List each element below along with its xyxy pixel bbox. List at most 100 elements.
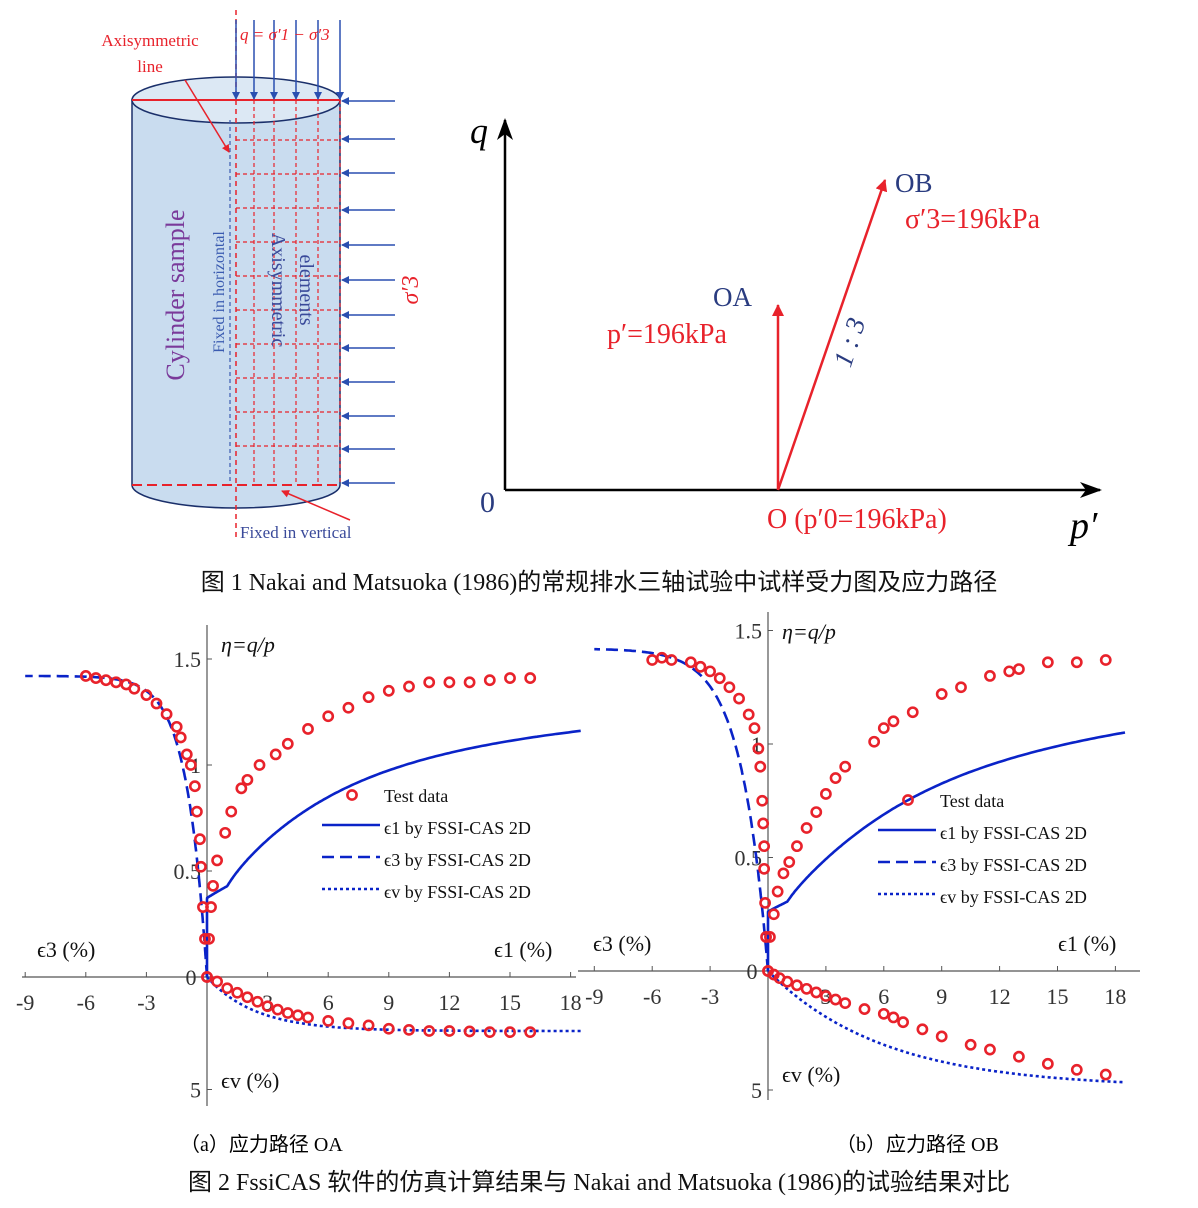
elements-label-1: Axisymmetric <box>267 233 289 348</box>
test-point-epsilonv <box>504 1026 516 1039</box>
x-tick-label: 15 <box>1047 984 1069 1009</box>
legend-label: ϵ1 by FSSI-CAS 2D <box>384 818 531 838</box>
test-point-epsilonv <box>261 1000 274 1013</box>
test-point-epsilonv <box>302 1011 314 1024</box>
y-tick-label: 5 <box>190 1078 201 1103</box>
test-point-epsilonv <box>483 1026 496 1039</box>
test-point-eta-epsilon1 <box>219 826 232 839</box>
test-point-eta-epsilon3 <box>713 672 726 685</box>
test-point-epsilonv <box>382 1022 395 1035</box>
ob-condition-label: σ′3=196kPa <box>905 204 1041 235</box>
test-point-eta-epsilon1 <box>203 932 215 945</box>
test-point-eta-epsilon1 <box>800 822 813 834</box>
test-point-eta-epsilon3 <box>723 681 736 694</box>
x-tick-label: -6 <box>77 990 95 1015</box>
test-point-eta-epsilon1 <box>1070 656 1083 669</box>
test-point-eta-epsilon1 <box>839 760 852 773</box>
axisym-line-label-2: line <box>137 57 163 76</box>
epsilonv-axis-label: ϵv (%) <box>782 1062 840 1087</box>
test-point-eta-epsilon3 <box>684 656 697 669</box>
test-point-eta-epsilon1 <box>791 840 803 853</box>
eta-axis-label: η=q/p <box>782 619 836 644</box>
test-point-eta-epsilon3 <box>646 654 659 666</box>
test-point-epsilonv <box>935 1030 948 1043</box>
axisym-line-label-1: Axisymmetric <box>101 31 199 50</box>
test-point-epsilonv <box>800 982 813 995</box>
eta-axis-label: η=q/p <box>221 632 275 657</box>
test-point-eta-epsilon1 <box>877 722 890 735</box>
x-tick-label: 0 <box>747 959 758 984</box>
legend-label: ϵv by FSSI-CAS 2D <box>384 882 531 902</box>
y-tick-label: 1.5 <box>174 647 202 672</box>
test-point-epsilonv <box>791 979 803 992</box>
test-point-eta-epsilon3 <box>188 780 201 793</box>
x-tick-label: -6 <box>643 984 661 1009</box>
test-point-eta-epsilon1 <box>1003 665 1016 678</box>
fixed-vertical-label: Fixed in vertical <box>240 523 352 542</box>
test-point-epsilonv <box>829 993 842 1006</box>
slope-ratio-label: 1 : 3 <box>828 314 872 370</box>
test-point-eta-epsilon1 <box>504 672 516 684</box>
test-point-eta-epsilon3 <box>757 817 770 830</box>
test-point-eta-epsilon1 <box>783 856 796 868</box>
x-tick-label: 18 <box>560 990 582 1015</box>
test-point-epsilonv <box>463 1025 476 1038</box>
test-point-epsilonv <box>781 975 794 988</box>
test-point-eta-epsilon3 <box>756 794 769 807</box>
test-point-eta-epsilon1 <box>483 674 496 687</box>
oa-condition-label: p′=196kPa <box>607 319 727 350</box>
x-tick-label: 3 <box>820 984 831 1009</box>
legend-label: ϵ1 by FSSI-CAS 2D <box>940 823 1087 843</box>
test-point-epsilonv <box>839 997 852 1010</box>
legend-label: ϵv by FSSI-CAS 2D <box>940 887 1087 907</box>
figure2-caption: 图 2 FssiCAS 软件的仿真计算结果与 Nakai and Matsuok… <box>188 1170 1010 1196</box>
test-point-eta-epsilon1 <box>342 701 355 714</box>
model-curve-epsilon3 <box>594 647 770 972</box>
x-tick-label: 18 <box>1104 984 1126 1009</box>
stress-path-diagram <box>497 118 1102 498</box>
cylinder-sample-label: Cylinder sample <box>161 209 190 380</box>
test-point-eta-epsilon3 <box>170 720 183 733</box>
test-point-eta-epsilon3 <box>748 722 761 735</box>
legend-label: ϵ3 by FSSI-CAS 2D <box>384 850 531 870</box>
test-point-epsilonv <box>984 1043 996 1056</box>
test-point-epsilonv <box>271 1003 284 1016</box>
test-point-epsilonv <box>1070 1063 1083 1076</box>
path-ob <box>776 179 888 491</box>
test-point-eta-epsilon3 <box>758 840 771 853</box>
test-point-epsilonv <box>810 986 823 999</box>
test-point-epsilonv <box>887 1011 900 1024</box>
test-point-eta-epsilon1 <box>463 676 476 689</box>
x-tick-label: 9 <box>936 984 947 1009</box>
test-point-epsilonv <box>281 1007 294 1019</box>
test-point-epsilonv <box>897 1016 909 1029</box>
epsilon1-axis-label: ϵ1 (%) <box>1058 931 1116 956</box>
x-tick-label: -9 <box>585 984 603 1009</box>
test-point-eta-epsilon3 <box>694 660 707 673</box>
test-point-eta-epsilon3 <box>195 860 207 873</box>
figure1-caption: 图 1 Nakai and Matsuoka (1986)的常规排水三轴试验中试… <box>200 570 998 596</box>
test-point-eta-epsilon3 <box>140 689 153 701</box>
test-point-eta-epsilon1 <box>1099 654 1112 666</box>
legend-label: ϵ3 by FSSI-CAS 2D <box>940 855 1087 875</box>
x-tick-label: 12 <box>989 984 1011 1009</box>
test-point-eta-epsilon3 <box>758 862 771 875</box>
x-tick-label: -9 <box>16 990 34 1015</box>
test-point-eta-epsilon1 <box>524 672 537 684</box>
x-tick-label: 6 <box>323 990 334 1015</box>
test-point-eta-epsilon1 <box>764 931 776 943</box>
test-point-eta-epsilon1 <box>269 748 282 761</box>
test-point-eta-epsilon1 <box>207 879 219 892</box>
epsilon1-axis-label: ϵ1 (%) <box>494 937 552 962</box>
test-point-epsilonv <box>231 986 244 999</box>
legend-marker-test <box>902 794 914 806</box>
test-point-eta-epsilon1 <box>253 759 266 771</box>
test-point-eta-epsilon3 <box>197 901 209 913</box>
test-point-eta-epsilon1 <box>810 806 823 818</box>
test-point-epsilonv <box>291 1009 304 1022</box>
subcaption-a: （a）应力路径 OA <box>180 1134 343 1156</box>
model-curve-epsilon1 <box>205 729 581 977</box>
y-tick-label: 5 <box>751 1078 762 1103</box>
test-point-eta-epsilon3 <box>194 833 206 846</box>
